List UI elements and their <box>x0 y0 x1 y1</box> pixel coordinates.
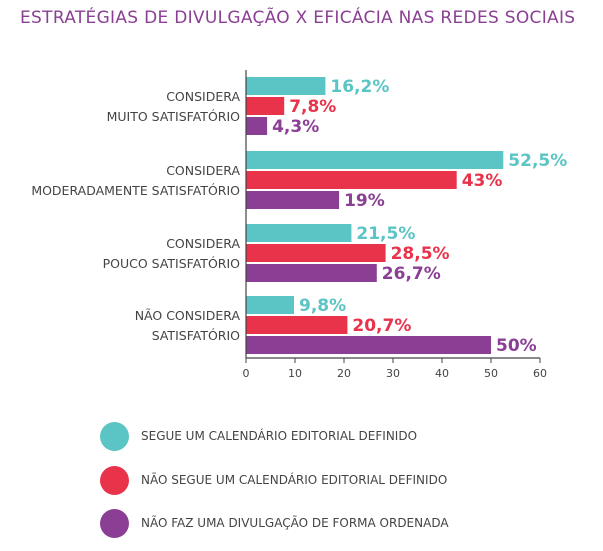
bar-series1-cat3 <box>246 224 352 242</box>
data-label-series1-cat1: 16,2% <box>330 77 389 97</box>
category-label-1-line-2: MUITO SATISFATÓRIO <box>107 109 241 124</box>
category-label-4-line-1: NÃO CONSIDERA <box>135 308 241 323</box>
data-label-series1-cat4: 9,8% <box>299 296 346 316</box>
bar-chart: 16,2% 52,5% 21,5% 9,8% 7,8% 43% 28,5% 20,7% 4,3%… <box>31 70 567 380</box>
bar-series3-cat3 <box>246 264 377 282</box>
bar-series1-cat4 <box>246 296 294 314</box>
bar-series2-cat2 <box>246 171 457 189</box>
legend-label-3: NÃO FAZ UMA DIVULGAÇÃO DE FORMA ORDENADA <box>141 516 449 530</box>
x-tick-label-60: 60 <box>533 367 547 380</box>
category-label-1-line-1: CONSIDERA <box>166 89 240 104</box>
category-label-4-line-2: SATISFATÓRIO <box>152 328 240 343</box>
bar-series3-cat2 <box>246 191 340 209</box>
data-label-series2-cat2: 43% <box>462 171 503 191</box>
x-tick-label-40: 40 <box>435 367 449 380</box>
legend-swatch-1 <box>100 421 129 451</box>
data-label-series2-cat3: 28,5% <box>391 244 450 264</box>
data-label-series3-cat2: 19% <box>344 191 385 211</box>
bar-series2-cat4 <box>246 316 348 334</box>
x-tick-label-50: 50 <box>484 367 498 380</box>
data-label-series3-cat4: 50% <box>496 336 537 356</box>
category-label-3-line-1: CONSIDERA <box>166 236 240 251</box>
category-label-2-line-2: MODERADAMENTE SATISFATÓRIO <box>31 183 240 198</box>
data-label-series2-cat1: 7,8% <box>289 97 336 117</box>
legend-item-2: NÃO SEGUE UM CALENDÁRIO EDITORIAL DEFINI… <box>100 465 447 495</box>
legend-item-1: SEGUE UM CALENDÁRIO EDITORIAL DEFINIDO <box>100 421 417 451</box>
data-label-series3-cat1: 4,3% <box>272 117 319 137</box>
legend-label-1: SEGUE UM CALENDÁRIO EDITORIAL DEFINIDO <box>141 429 418 443</box>
x-tick-label-30: 30 <box>386 367 400 380</box>
data-label-series1-cat3: 21,5% <box>356 224 415 244</box>
data-label-series1-cat2: 52,5% <box>508 151 567 171</box>
bar-series1-cat1 <box>246 77 326 95</box>
legend-swatch-3 <box>100 508 129 538</box>
legend-label-2: NÃO SEGUE UM CALENDÁRIO EDITORIAL DEFINI… <box>141 473 448 487</box>
chart-title: ESTRATÉGIAS DE DIVULGAÇÃO X EFICÁCIA NAS… <box>20 8 576 28</box>
legend-swatch-2 <box>100 465 129 495</box>
data-label-series2-cat4: 20,7% <box>352 316 411 336</box>
category-label-3-line-2: POUCO SATISFATÓRIO <box>103 256 241 271</box>
bar-series1-cat2 <box>246 151 504 169</box>
legend-item-3: NÃO FAZ UMA DIVULGAÇÃO DE FORMA ORDENADA <box>100 508 449 538</box>
x-tick-label-10: 10 <box>288 367 302 380</box>
data-label-series3-cat3: 26,7% <box>382 264 441 284</box>
x-tick-label-0: 0 <box>243 367 250 380</box>
category-label-2-line-1: CONSIDERA <box>166 163 240 178</box>
bar-series2-cat3 <box>246 244 386 262</box>
bar-series2-cat1 <box>246 97 285 115</box>
bar-series3-cat4 <box>246 336 491 354</box>
x-tick-label-20: 20 <box>337 367 351 380</box>
bar-series3-cat1 <box>246 117 268 135</box>
